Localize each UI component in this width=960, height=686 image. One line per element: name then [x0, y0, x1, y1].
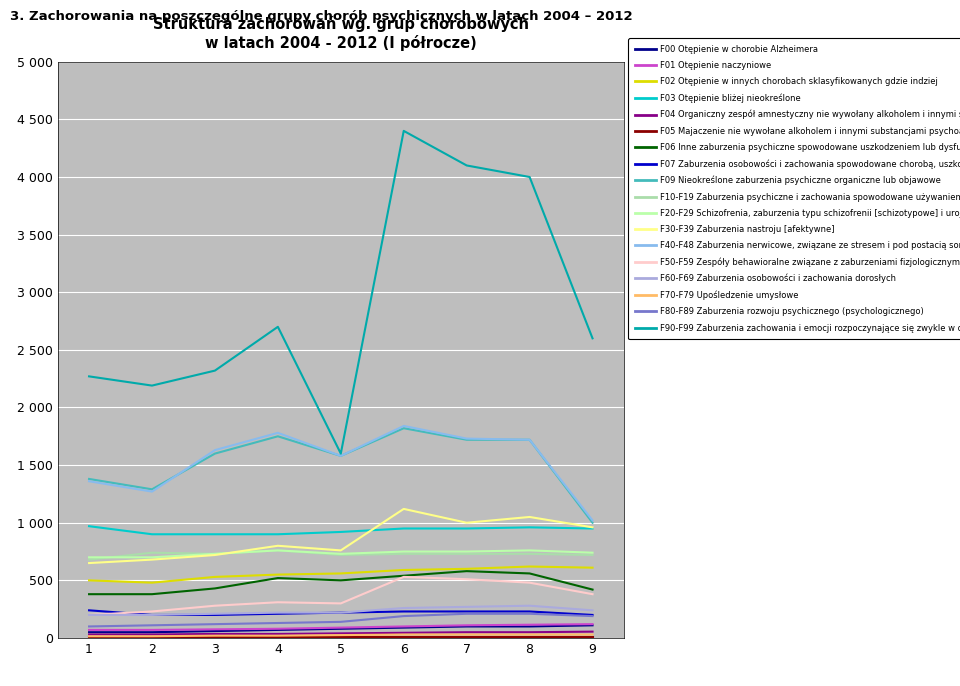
Text: 3. Zachorowania na poszczególne grupy chorób psychicznych w latach 2004 – 2012: 3. Zachorowania na poszczególne grupy ch…	[10, 10, 633, 23]
Title: Struktura zachorowań wg. grup chorobowych
w latach 2004 - 2012 (I półrocze): Struktura zachorowań wg. grup chorobowyc…	[153, 16, 529, 51]
Legend: F00 Otępienie w chorobie Alzheimera, F01 Otępienie naczyniowe, F02 Otępienie w i: F00 Otępienie w chorobie Alzheimera, F01…	[628, 38, 960, 339]
